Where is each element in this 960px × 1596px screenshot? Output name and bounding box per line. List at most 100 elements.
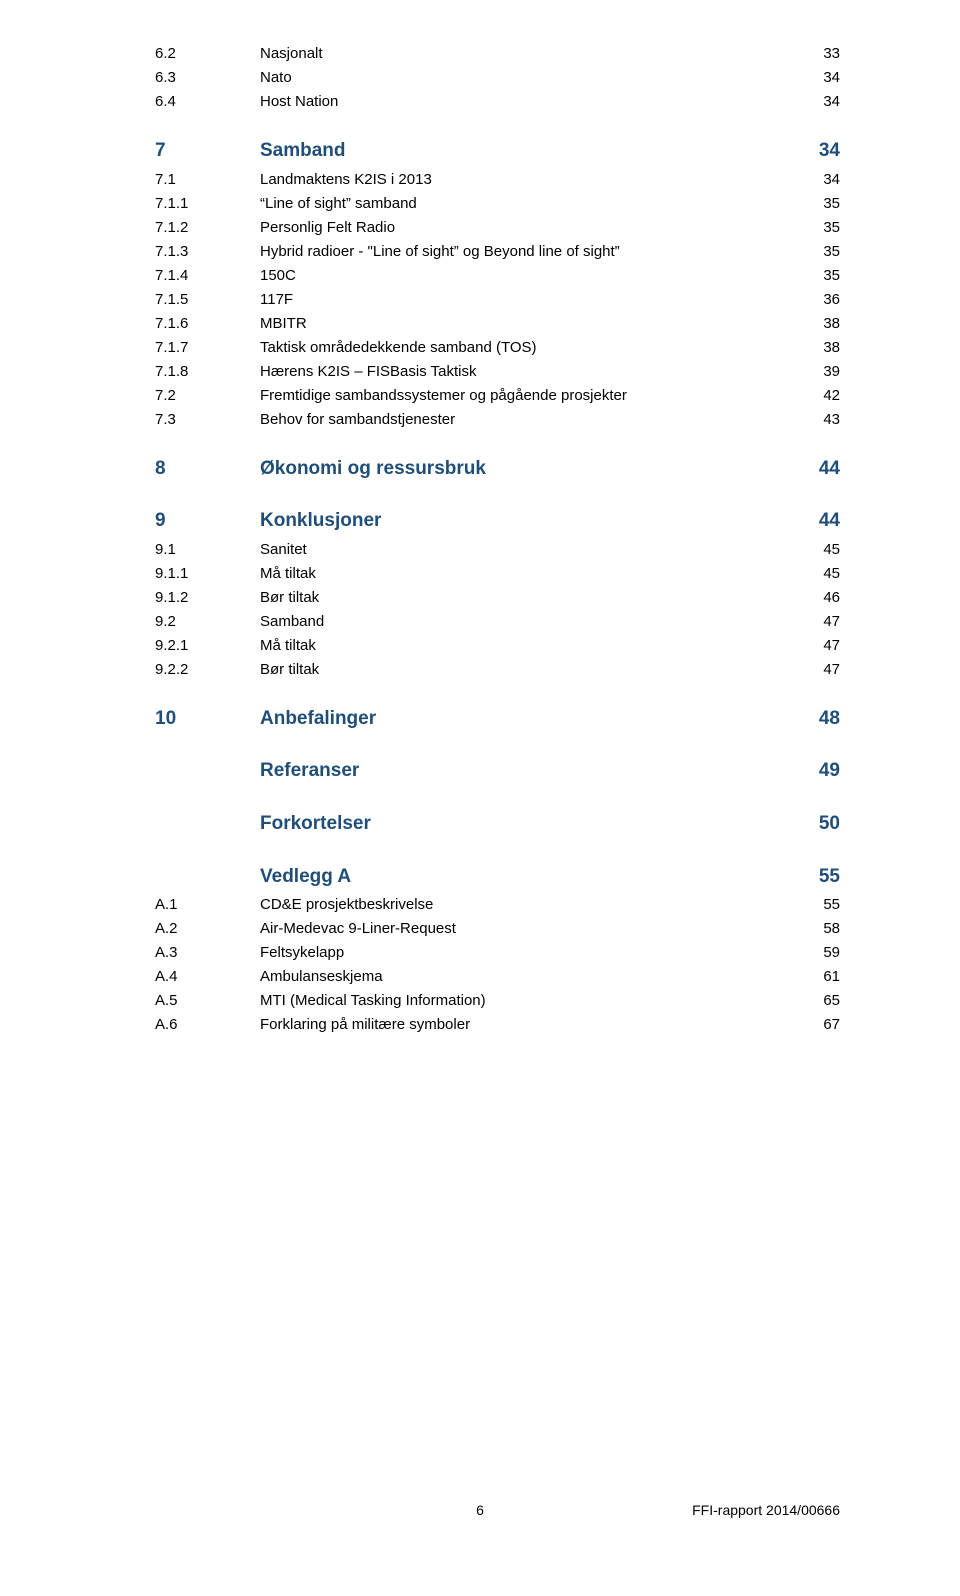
toc-title: Personlig Felt Radio <box>260 217 395 238</box>
toc-page-ref: 35 <box>823 217 840 238</box>
toc-title: Sanitet <box>260 539 307 560</box>
toc-row: 7.3Behov for sambandstjenester43 <box>155 409 840 430</box>
toc-page-ref: 45 <box>823 539 840 560</box>
toc-page-ref: 55 <box>819 864 840 891</box>
toc-label: A.1CD&E prosjektbeskrivelse <box>155 894 433 915</box>
toc-page-ref: 42 <box>823 385 840 406</box>
toc-row: Vedlegg A55 <box>155 864 840 891</box>
toc-number: 7.1 <box>155 169 260 190</box>
toc-title: Samband <box>260 138 346 165</box>
toc-row: A.2Air-Medevac 9-Liner-Request 58 <box>155 918 840 939</box>
toc-page-ref: 35 <box>823 241 840 262</box>
toc-title: Konklusjoner <box>260 508 381 535</box>
toc-number: 6.2 <box>155 43 260 64</box>
toc-title: Ambulanseskjema <box>260 966 383 987</box>
toc-page-ref: 55 <box>823 894 840 915</box>
toc-title: Nasjonalt <box>260 43 323 64</box>
toc-label: 9.2.2Bør tiltak <box>155 659 319 680</box>
toc-number: 9 <box>155 508 260 535</box>
toc-label: 7.1.6MBITR <box>155 313 307 334</box>
toc-title: Behov for sambandstjenester <box>260 409 455 430</box>
toc-label: 9.1Sanitet <box>155 539 307 560</box>
toc-title: Feltsykelapp <box>260 942 344 963</box>
toc-number: 8 <box>155 456 260 483</box>
toc-page-ref: 35 <box>823 193 840 214</box>
toc-title: Nato <box>260 67 292 88</box>
toc-label: 6.4Host Nation <box>155 91 338 112</box>
toc-row: 7.1.2Personlig Felt Radio 35 <box>155 217 840 238</box>
toc-number: 9.2 <box>155 611 260 632</box>
toc-number: 10 <box>155 706 260 733</box>
toc-number: A.5 <box>155 990 260 1011</box>
toc-title: Forkortelser <box>260 811 371 838</box>
toc-row: Forkortelser 50 <box>155 811 840 838</box>
toc-row: 7.1.5117F36 <box>155 289 840 310</box>
toc-row: A.4Ambulanseskjema61 <box>155 966 840 987</box>
toc-row: 9.2Samband 47 <box>155 611 840 632</box>
toc-page-ref: 34 <box>823 67 840 88</box>
toc-page-ref: 45 <box>823 563 840 584</box>
toc-page-ref: 50 <box>819 811 840 838</box>
toc-page-ref: 58 <box>823 918 840 939</box>
toc-title: Taktisk områdedekkende samband (TOS) <box>260 337 537 358</box>
toc-row: 9.2.2Bør tiltak47 <box>155 659 840 680</box>
toc-number: A.2 <box>155 918 260 939</box>
toc-page-ref: 59 <box>823 942 840 963</box>
toc-number: 7.1.4 <box>155 265 260 286</box>
toc-title: Forklaring på militære symboler <box>260 1014 470 1035</box>
toc-title: Økonomi og ressursbruk <box>260 456 486 483</box>
footer-page-number: 6 <box>476 1502 484 1518</box>
toc-title: Bør tiltak <box>260 587 319 608</box>
toc-title: “Line of sight” samband <box>260 193 417 214</box>
toc-row: Referanser 49 <box>155 758 840 785</box>
toc-row: 9Konklusjoner 44 <box>155 508 840 535</box>
toc-label: A.2Air-Medevac 9-Liner-Request <box>155 918 456 939</box>
toc-page-ref: 47 <box>823 611 840 632</box>
toc-page-ref: 33 <box>823 43 840 64</box>
toc-row: 6.2Nasjonalt 33 <box>155 43 840 64</box>
toc-label: 7.3Behov for sambandstjenester <box>155 409 455 430</box>
toc-title: MBITR <box>260 313 307 334</box>
toc-page-ref: 49 <box>819 758 840 785</box>
toc-label: 6.2Nasjonalt <box>155 43 323 64</box>
toc-label: 9Konklusjoner <box>155 508 381 535</box>
toc-label: 7.1.3Hybrid radioer - "Line of sight” og… <box>155 241 620 262</box>
toc-number: 7.1.6 <box>155 313 260 334</box>
toc-label: 7.1.7Taktisk områdedekkende samband (TOS… <box>155 337 537 358</box>
toc-number: 7.1.2 <box>155 217 260 238</box>
toc-row: 7.1.6MBITR 38 <box>155 313 840 334</box>
toc-row: 9.1.2Bør tiltak46 <box>155 587 840 608</box>
toc-page-ref: 34 <box>819 138 840 165</box>
toc-page-ref: 44 <box>819 508 840 535</box>
toc-row: 6.4Host Nation34 <box>155 91 840 112</box>
toc-number: 9.2.2 <box>155 659 260 680</box>
toc-page-ref: 39 <box>823 361 840 382</box>
toc-row: 7.1.4150C35 <box>155 265 840 286</box>
toc-number: 7.1.1 <box>155 193 260 214</box>
toc-number: A.1 <box>155 894 260 915</box>
toc-label: 9.2Samband <box>155 611 324 632</box>
toc-label: 7.1.5117F <box>155 289 293 310</box>
toc-page-ref: 34 <box>823 169 840 190</box>
toc-page-ref: 48 <box>819 706 840 733</box>
toc-label: Referanser <box>155 758 359 785</box>
toc-row: A.1CD&E prosjektbeskrivelse 55 <box>155 894 840 915</box>
toc-row: 6.3Nato 34 <box>155 67 840 88</box>
toc-number: 7.1.3 <box>155 241 260 262</box>
toc-label: 7.2Fremtidige sambandssystemer og pågåen… <box>155 385 627 406</box>
toc-row: 7.1.1“Line of sight” samband 35 <box>155 193 840 214</box>
toc-label: 9.1.1Må tiltak <box>155 563 316 584</box>
toc-row: A.6Forklaring på militære symboler67 <box>155 1014 840 1035</box>
toc-label: 9.2.1Må tiltak <box>155 635 316 656</box>
toc-page-ref: 38 <box>823 313 840 334</box>
toc-label: 8Økonomi og ressursbruk <box>155 456 486 483</box>
toc-label: A.6Forklaring på militære symboler <box>155 1014 470 1035</box>
toc-number: 6.4 <box>155 91 260 112</box>
toc-number: 9.2.1 <box>155 635 260 656</box>
toc-title: 150C <box>260 265 296 286</box>
toc-row: 7.1.7Taktisk områdedekkende samband (TOS… <box>155 337 840 358</box>
toc-page-ref: 46 <box>823 587 840 608</box>
toc-row: 7.2Fremtidige sambandssystemer og pågåen… <box>155 385 840 406</box>
toc-label: 7.1.2Personlig Felt Radio <box>155 217 395 238</box>
toc-label: 6.3Nato <box>155 67 292 88</box>
